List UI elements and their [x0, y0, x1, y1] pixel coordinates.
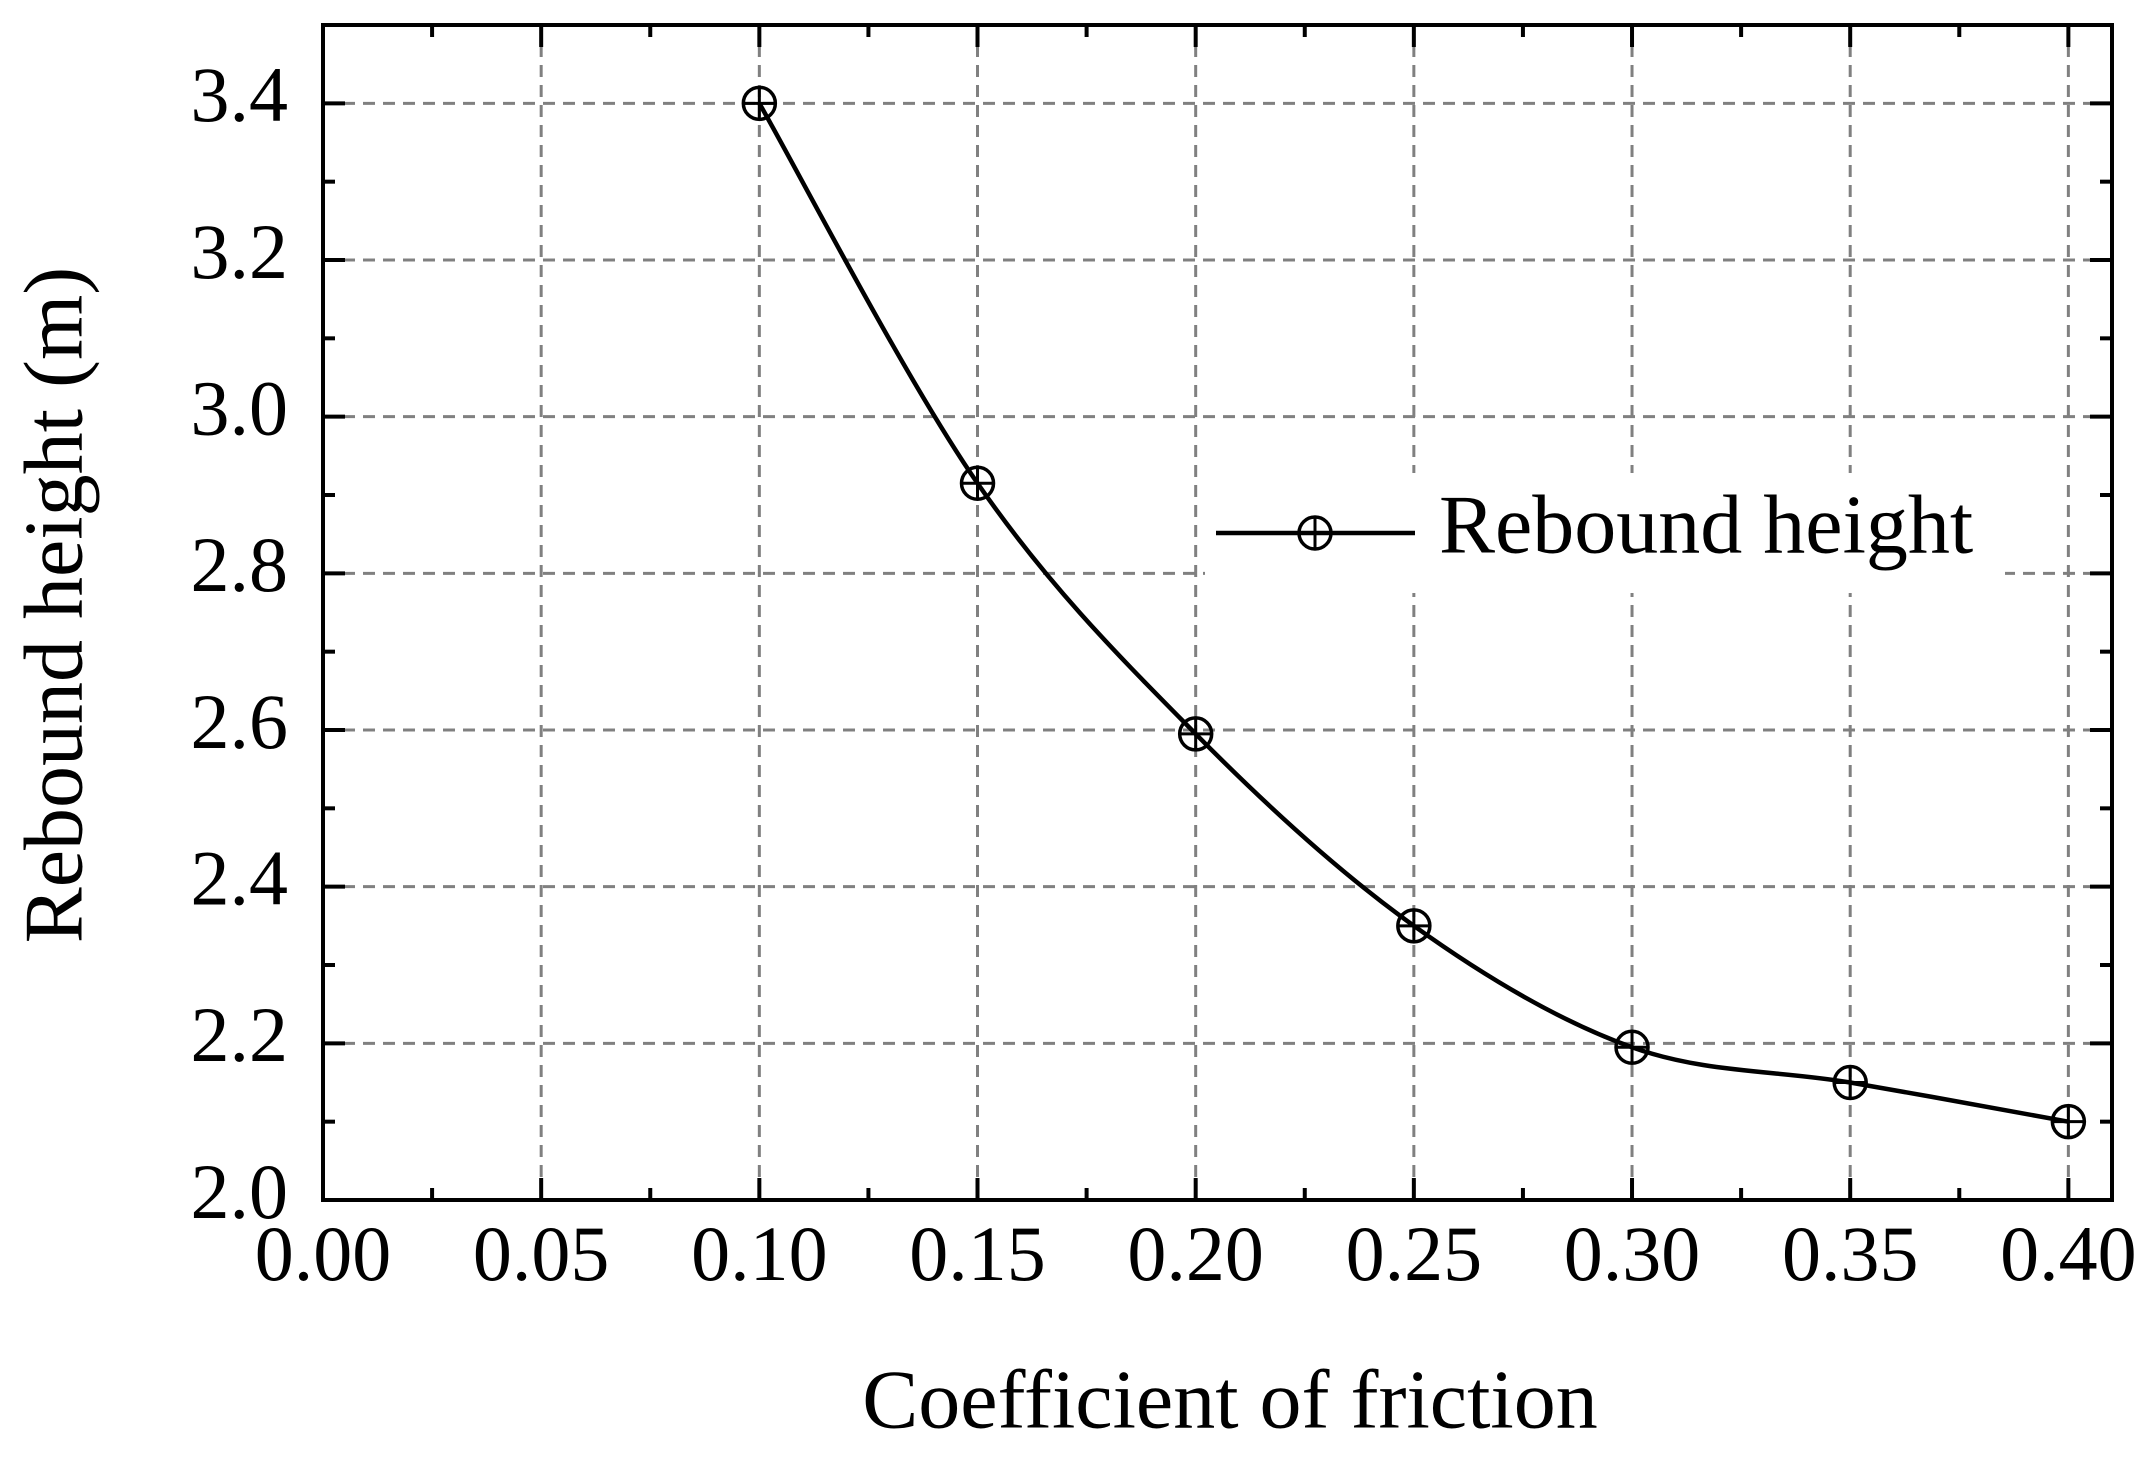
marker [959, 465, 996, 501]
marker [1177, 716, 1214, 752]
series-line [757, 102, 2069, 1124]
marker-cross [1397, 909, 1430, 942]
marker-cross [961, 467, 994, 500]
x-tick-label: 0.15 [909, 1210, 1046, 1297]
y-axis-title: Rebound height (m) [7, 267, 100, 944]
y-tick-label: 2.8 [191, 521, 289, 608]
marker-cross [1179, 717, 1212, 750]
marker-cross [2052, 1105, 2085, 1138]
x-tick-label: 0.40 [2000, 1210, 2137, 1297]
y-tick-label: 3.0 [191, 365, 289, 452]
x-tick-label: 0.10 [691, 1210, 828, 1297]
y-tick-label: 2.0 [191, 1148, 289, 1235]
x-axis-title: Coefficient of friction [862, 1353, 1598, 1446]
marker [2050, 1103, 2087, 1140]
marker-cross [1616, 1031, 1649, 1064]
marker-cross [1834, 1066, 1867, 1099]
x-tick-label: 0.30 [1564, 1210, 1701, 1297]
x-tick-label: 0.20 [1127, 1210, 1264, 1297]
marker [1614, 1029, 1650, 1065]
y-tick-label: 2.6 [191, 678, 289, 765]
marker [1396, 908, 1432, 944]
y-tick-label: 2.2 [191, 991, 289, 1078]
x-tick-label: 0.35 [1782, 1210, 1919, 1297]
marker [1832, 1064, 1868, 1101]
marker-cross [1299, 517, 1331, 549]
legend-marker [1297, 515, 1333, 551]
y-tick-label: 3.4 [191, 51, 289, 138]
marker [741, 85, 778, 122]
x-tick-label: 0.25 [1346, 1210, 1483, 1297]
y-tick-label: 2.4 [191, 835, 289, 922]
legend-label: Rebound height [1439, 478, 1973, 571]
marker-cross [743, 87, 776, 120]
x-tick-label: 0.00 [255, 1210, 392, 1297]
plot-frame [321, 23, 2114, 1202]
x-tick-label: 0.05 [473, 1210, 610, 1297]
y-tick-label: 3.2 [191, 208, 289, 295]
